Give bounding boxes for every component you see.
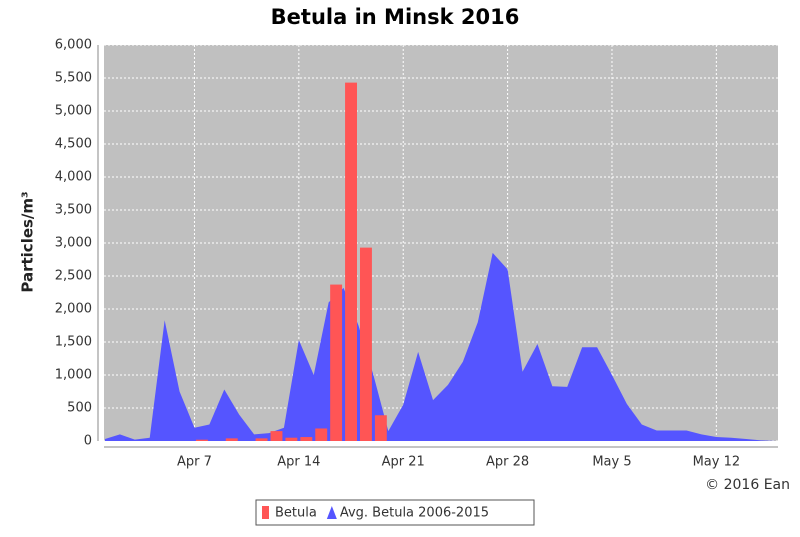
y-tick-label: 2,000 [55, 302, 92, 317]
bar [225, 438, 238, 441]
x-tick-label: Apr 28 [486, 455, 529, 470]
bar [359, 247, 372, 441]
y-tick-label: 500 [67, 401, 92, 416]
y-tick-label: 1,000 [55, 368, 92, 383]
bar [345, 82, 357, 442]
y-tick-label: 3,000 [55, 236, 92, 251]
bar [330, 284, 343, 441]
legend [255, 499, 535, 526]
legend-swatch [262, 506, 269, 519]
legend-label: Betula [275, 506, 317, 521]
x-tick-label: Apr 14 [277, 455, 320, 470]
y-tick-label: 2,500 [55, 269, 92, 284]
y-tick-label: 4,500 [55, 137, 92, 152]
x-tick-label: May 12 [693, 455, 741, 470]
chart-title: Betula in Minsk 2016 [271, 5, 520, 29]
y-tick-label: 5,000 [55, 104, 92, 119]
y-tick-label: 3,500 [55, 203, 92, 218]
bar [270, 431, 283, 441]
bar [195, 439, 208, 441]
bar [255, 438, 268, 441]
y-tick-label: 6,000 [55, 38, 92, 53]
y-axis-label: Particles/m³ [19, 191, 37, 292]
legend-label: Avg. Betula 2006-2015 [340, 506, 489, 521]
x-tick-label: Apr 7 [177, 455, 212, 470]
x-tick-label: May 5 [592, 455, 631, 470]
y-tick-label: 0 [84, 434, 92, 449]
bar [300, 437, 313, 441]
y-tick-label: 4,000 [55, 170, 92, 185]
legend-swatch [326, 506, 337, 519]
bar [315, 428, 328, 441]
bar [374, 415, 387, 441]
y-tick-label: 5,500 [55, 71, 92, 86]
y-tick-label: 1,500 [55, 335, 92, 350]
credit: © 2016 Ean [705, 477, 790, 493]
bar [285, 437, 298, 441]
area [105, 252, 776, 441]
x-tick-label: Apr 21 [382, 455, 425, 470]
